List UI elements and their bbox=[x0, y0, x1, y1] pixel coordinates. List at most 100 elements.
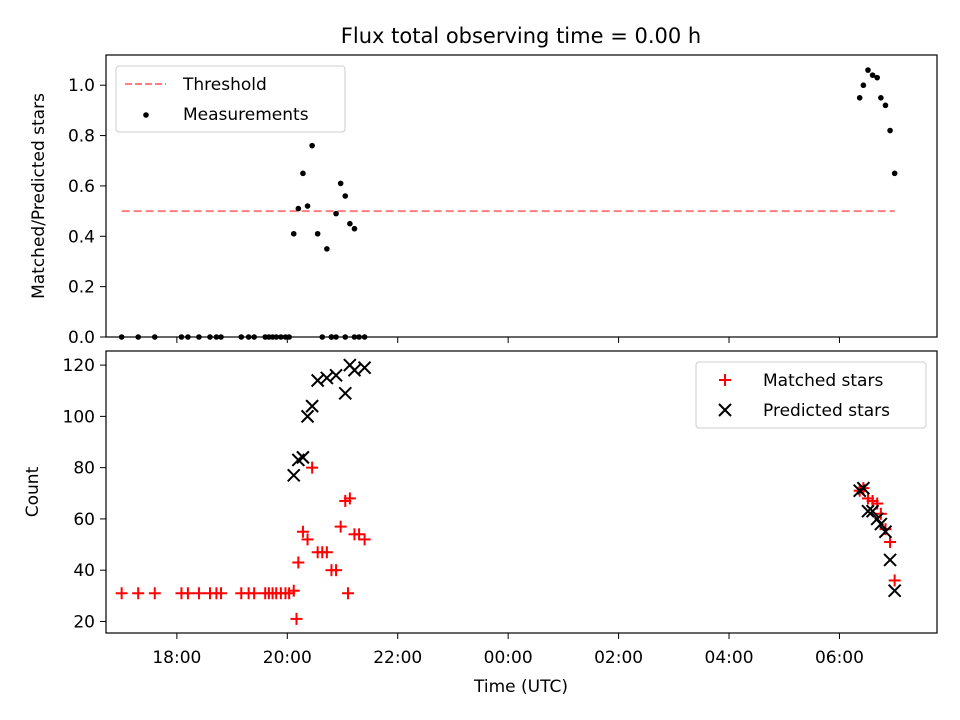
measurement-point bbox=[151, 334, 158, 340]
predicted-star-marker bbox=[874, 517, 888, 531]
measurement-point bbox=[342, 193, 349, 199]
measurement-point bbox=[304, 203, 311, 209]
measurement-point bbox=[196, 334, 202, 340]
predicted-star-marker bbox=[861, 504, 875, 518]
figure-title: Flux total observing time = 0.00 h bbox=[341, 24, 701, 48]
top-legend: Threshold Measurements bbox=[115, 65, 346, 133]
measurement-point bbox=[328, 334, 335, 340]
predicted-star-marker bbox=[865, 504, 880, 518]
matched-star-marker bbox=[306, 461, 319, 474]
measurement-point bbox=[856, 95, 863, 101]
matched-star-marker bbox=[874, 507, 887, 520]
matched-star-marker bbox=[132, 587, 145, 600]
predicted-star-marker bbox=[887, 583, 902, 598]
matched-star-marker bbox=[320, 546, 333, 559]
matched-star-marker bbox=[290, 612, 303, 625]
measurement-point bbox=[278, 334, 284, 340]
measurements-legend-label: Measurements bbox=[183, 105, 309, 125]
measurement-point bbox=[347, 220, 353, 227]
predicted-legend-swatch bbox=[718, 403, 732, 417]
top-y-ticks: 0.0 0.2 0.4 0.6 0.8 1.0 bbox=[68, 76, 106, 348]
predicted-star-marker bbox=[300, 409, 315, 424]
measurement-point bbox=[342, 334, 349, 340]
matched-star-marker bbox=[296, 525, 309, 538]
measurement-point bbox=[290, 230, 297, 237]
measurement-point bbox=[118, 334, 125, 340]
bottom-x-tick-label: 18:00 bbox=[152, 648, 201, 668]
measurement-point bbox=[337, 180, 344, 187]
measurement-point bbox=[300, 170, 306, 177]
measurement-point bbox=[351, 225, 358, 232]
matched-star-marker bbox=[342, 587, 355, 600]
measurement-point bbox=[319, 334, 326, 340]
measurement-point bbox=[865, 67, 871, 73]
measurement-point bbox=[333, 210, 339, 217]
bottom-y-tick-label: 80 bbox=[73, 459, 95, 479]
matched-star-marker bbox=[248, 587, 261, 600]
top-panel: 0.0 0.2 0.4 0.6 0.8 1.0 Matched/Predicted sta… bbox=[29, 54, 938, 348]
measurement-points bbox=[118, 67, 898, 340]
matched-star-marker bbox=[334, 520, 347, 533]
predicted-stars-points bbox=[287, 358, 902, 598]
predicted-star-marker bbox=[878, 525, 893, 539]
measurement-point bbox=[324, 246, 330, 252]
matched-star-marker bbox=[358, 533, 371, 546]
measurement-point bbox=[860, 82, 867, 89]
bottom-y-tick-label: 120 bbox=[63, 356, 95, 376]
predicted-star-marker bbox=[338, 386, 352, 401]
bottom-y-tick-label: 100 bbox=[63, 407, 95, 427]
predicted-star-marker bbox=[883, 553, 897, 567]
predicted-star-marker bbox=[856, 481, 871, 495]
matched-star-marker bbox=[192, 587, 205, 600]
top-y-tick-label: 0.6 bbox=[68, 177, 95, 197]
predicted-legend-label: Predicted stars bbox=[763, 401, 890, 421]
bottom-x-tick-label: 02:00 bbox=[594, 648, 643, 668]
matched-star-marker bbox=[884, 535, 897, 548]
predicted-star-marker bbox=[347, 363, 362, 377]
measurement-point bbox=[213, 334, 220, 340]
measurement-point bbox=[251, 334, 257, 340]
top-y-axis-label: Matched/Predicted stars bbox=[29, 93, 49, 299]
measurement-point bbox=[218, 334, 224, 340]
measurement-point bbox=[891, 170, 898, 177]
measurement-point bbox=[207, 334, 213, 340]
measurement-point bbox=[295, 205, 302, 212]
matched-legend-label: Matched stars bbox=[763, 371, 883, 391]
measurement-point bbox=[135, 334, 142, 340]
top-y-tick-label: 0.0 bbox=[68, 328, 95, 348]
top-axes-frame bbox=[105, 54, 938, 338]
top-y-tick-label: 0.8 bbox=[68, 127, 95, 147]
bottom-legend: Matched stars Predicted stars bbox=[695, 361, 927, 429]
bottom-y-tick-label: 60 bbox=[73, 510, 95, 530]
measurement-point bbox=[309, 142, 315, 149]
measurement-point bbox=[869, 72, 876, 78]
measurement-point bbox=[314, 230, 321, 237]
measurement-point bbox=[874, 74, 880, 81]
matched-star-marker bbox=[301, 533, 314, 546]
bottom-x-tick-label: 06:00 bbox=[815, 648, 864, 668]
measurement-point bbox=[878, 95, 884, 101]
measurement-point bbox=[333, 334, 339, 340]
predicted-star-marker bbox=[305, 399, 319, 413]
bottom-x-tick-label: 00:00 bbox=[484, 648, 533, 668]
matched-star-marker bbox=[181, 587, 194, 600]
top-y-tick-label: 1.0 bbox=[68, 76, 95, 96]
measurement-point bbox=[351, 334, 358, 340]
matched-stars-points bbox=[115, 461, 901, 625]
matched-legend-swatch bbox=[719, 374, 731, 386]
measurements-legend-swatch bbox=[143, 112, 149, 118]
bottom-x-ticks: 18:00 20:00 22:00 00:00 02:00 04:00 06:00 bbox=[152, 633, 864, 668]
matched-star-marker bbox=[292, 556, 305, 569]
top-y-tick-label: 0.2 bbox=[68, 278, 95, 298]
bottom-x-tick-label: 22:00 bbox=[373, 648, 422, 668]
bottom-panel: 20 40 60 80 100 120 18:00 20:00 22:00 00:00 02:00… bbox=[23, 350, 938, 697]
matched-star-marker bbox=[330, 564, 343, 577]
predicted-star-marker bbox=[287, 468, 301, 483]
matched-star-marker bbox=[888, 574, 901, 587]
measurement-point bbox=[245, 334, 252, 340]
measurement-point bbox=[882, 102, 889, 109]
top-y-tick-label: 0.4 bbox=[68, 227, 95, 247]
threshold-legend-label: Threshold bbox=[182, 75, 267, 95]
predicted-star-marker bbox=[329, 368, 343, 383]
